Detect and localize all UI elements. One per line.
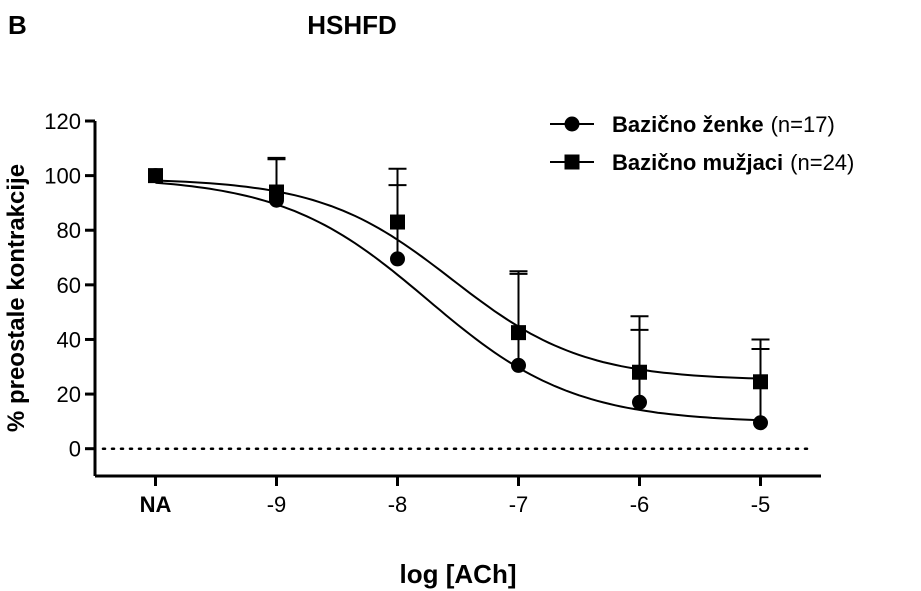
data-markers <box>148 168 768 431</box>
legend-sample-size: (n=17) <box>771 112 835 137</box>
x-axis-label: log [ACh] <box>400 559 517 589</box>
y-tick-label: 60 <box>57 273 81 298</box>
y-tick-label: 20 <box>57 382 81 407</box>
chart-title: HSHFD <box>307 10 397 40</box>
y-tick-label: 40 <box>57 327 81 352</box>
svg-text:Bazično mužjaci(n=24): Bazično mužjaci (n=24) <box>612 150 854 175</box>
x-ticks: NA -9 -8 -7 -6 -5 <box>140 476 771 517</box>
x-tick-label: -5 <box>751 492 771 517</box>
data-point-circle <box>390 251 405 267</box>
data-point-circle <box>632 394 647 410</box>
x-tick-label: NA <box>140 492 172 517</box>
data-point-square <box>390 214 405 230</box>
x-tick-label: -7 <box>509 492 529 517</box>
legend-item: Bazično mužjaci (n=24) <box>550 150 854 175</box>
legend-series-name: Bazično mužjaci <box>612 150 783 175</box>
data-point-circle <box>511 357 526 373</box>
error-bar <box>388 167 407 223</box>
error-bar <box>509 272 528 333</box>
fit-curves <box>155 179 761 422</box>
error-bars <box>267 156 770 423</box>
data-point-circle <box>753 415 768 431</box>
x-tick-label: -8 <box>388 492 408 517</box>
y-tick-label: 0 <box>69 437 81 462</box>
x-tick-label: -6 <box>630 492 650 517</box>
legend-series-name: Bazično ženke <box>612 112 764 137</box>
data-point-square <box>148 168 163 184</box>
y-tick-label: 100 <box>44 164 81 189</box>
y-tick-label: 120 <box>44 109 81 134</box>
panel-label: B <box>8 10 27 40</box>
y-tick-label: 80 <box>57 218 81 243</box>
axes <box>93 121 821 478</box>
error-bar <box>630 315 649 373</box>
fit-curve-square <box>155 179 761 380</box>
x-tick-label: -9 <box>267 492 287 517</box>
y-axis-label: % preostale kontrakcije <box>3 164 30 432</box>
svg-text:Bazično ženke(n=17): Bazično ženke (n=17) <box>612 112 835 137</box>
fit-curve-circle <box>155 181 761 422</box>
data-point-square <box>632 364 647 380</box>
data-point-square <box>511 325 526 341</box>
legend: Bazično ženke (n=17) Bazično mužjaci (n=24) <box>550 112 854 175</box>
data-point-square <box>753 374 768 390</box>
data-point-square <box>269 184 284 200</box>
legend-item: Bazično ženke (n=17) <box>550 112 835 137</box>
y-ticks: 0 20 40 60 80 100 120 <box>44 109 95 462</box>
legend-sample-size: (n=24) <box>790 150 854 175</box>
